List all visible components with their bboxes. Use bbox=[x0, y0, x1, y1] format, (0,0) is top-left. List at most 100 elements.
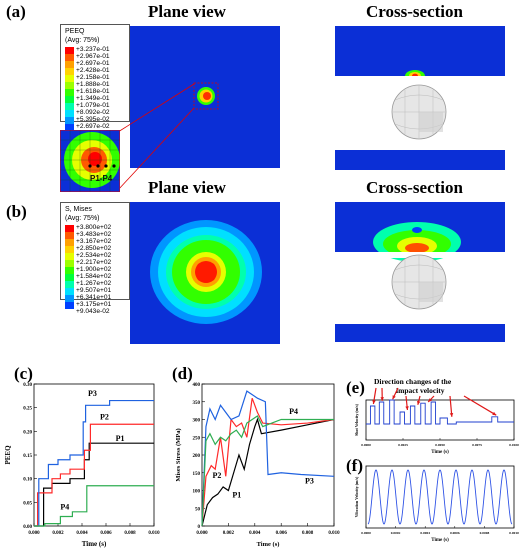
arrowhead bbox=[416, 400, 421, 405]
y-tick-label: 150 bbox=[193, 472, 201, 477]
x-tick-label: 0.0006 bbox=[450, 531, 460, 535]
x-tick-label: 0.006 bbox=[276, 531, 288, 536]
arrowhead bbox=[428, 398, 432, 402]
panel-label-c: (c) bbox=[14, 364, 33, 383]
plane-view-a bbox=[130, 26, 280, 168]
series-label-p2: P2 bbox=[100, 413, 109, 422]
panel-label-e: (e) bbox=[346, 378, 365, 397]
x-tick-label: 0.0000 bbox=[361, 531, 371, 535]
legend-value: +2.534e+02 bbox=[76, 252, 112, 259]
y-tick-label: 0.00 bbox=[23, 525, 32, 530]
arrowhead bbox=[449, 413, 454, 417]
zoom-connector-lines bbox=[117, 83, 195, 191]
legend-value: +3.800e+02 bbox=[76, 224, 112, 231]
y-tick-label: 0.30 bbox=[23, 383, 32, 388]
y-tick-label: 0.05 bbox=[23, 501, 32, 506]
legend-value: +5.395e-02 bbox=[76, 116, 110, 123]
plane-view-b bbox=[130, 202, 280, 344]
cross-section-b bbox=[335, 202, 505, 342]
y-axis-label: Mises Stress (MPa) bbox=[175, 428, 182, 481]
shot-sphere-a bbox=[391, 84, 447, 140]
velocity-line bbox=[366, 399, 514, 425]
chart-d-mises-stress: 0.000 0.002 0.004 0.006 0.008 0.010 0 50 100 150 2… bbox=[175, 383, 340, 548]
x-tick-label: 0.008 bbox=[124, 531, 136, 536]
legend-color-swatch bbox=[65, 75, 74, 82]
x-tick-label: 0.0050 bbox=[435, 443, 445, 447]
legend-value: +2.697e-02 bbox=[76, 123, 110, 130]
y-tick-label: 50 bbox=[195, 507, 201, 512]
legend-value: +3.167e+02 bbox=[76, 238, 112, 245]
legend-color-swatch bbox=[65, 281, 74, 288]
x-tick-label: 0.000 bbox=[28, 531, 40, 536]
x-tick-label: 0.0004 bbox=[420, 531, 430, 535]
arrowhead bbox=[392, 395, 396, 400]
legend-color-swatch bbox=[65, 82, 74, 89]
x-axis-label: Time (s) bbox=[257, 541, 280, 548]
x-tick-label: 0.010 bbox=[328, 531, 340, 536]
x-tick-label: 0.000 bbox=[196, 531, 208, 536]
y-axis-label: PEEQ bbox=[4, 445, 12, 465]
series-label-p1: P1 bbox=[116, 434, 125, 443]
legend-color-swatch bbox=[65, 246, 74, 253]
legend-mises-colorbar bbox=[65, 225, 74, 309]
arrowhead bbox=[372, 400, 376, 404]
legend-mises-avg: (Avg: 75%) bbox=[65, 215, 100, 222]
cross-section-title-a: Cross-section bbox=[366, 2, 463, 21]
x-axis-label: Time (s) bbox=[82, 540, 107, 548]
y-tick-label: 0.25 bbox=[23, 407, 32, 412]
legend-color-swatch bbox=[65, 239, 74, 246]
legend-value: +2.967e-01 bbox=[76, 53, 110, 60]
legend-color-swatch bbox=[65, 54, 74, 61]
legend-color-swatch bbox=[65, 267, 74, 274]
annotation-arrow bbox=[463, 395, 497, 416]
legend-color-swatch bbox=[65, 89, 74, 96]
plot-frame bbox=[365, 465, 515, 529]
legend-color-swatch bbox=[65, 103, 74, 110]
legend-color-swatch bbox=[65, 274, 74, 281]
y-tick-label: 250 bbox=[193, 436, 201, 441]
legend-value: +1.584e+02 bbox=[76, 273, 112, 280]
legend-value: +3.237e-01 bbox=[76, 46, 110, 53]
arrowhead bbox=[492, 411, 497, 416]
y-tick-label: 0.20 bbox=[23, 430, 32, 435]
chart-f-vibration-velocity: 0.0000 0.0002 0.0004 0.0006 0.0008 0.0010 Time… bbox=[354, 465, 519, 543]
legend-mises: S, Mises (Avg: 75%) +3.800e+02 +3.483e+02… bbox=[60, 202, 130, 315]
legend-mises-values: +3.800e+02 +3.483e+02 +3.167e+02 +2.850e+02… bbox=[76, 224, 111, 315]
series-line-p1 bbox=[34, 442, 154, 527]
annotation-line-1: Direction changes of the bbox=[374, 377, 452, 386]
legend-value: +9.507e+01 bbox=[76, 287, 112, 294]
legend-color-swatch bbox=[65, 288, 74, 295]
legend-value: +6.341e+01 bbox=[76, 294, 112, 301]
legend-peeq-name: PEEQ bbox=[65, 28, 85, 35]
legend-value: +2.158e-01 bbox=[76, 74, 110, 81]
series-line-p2 bbox=[201, 397, 335, 527]
legend-color-swatch bbox=[65, 295, 74, 302]
legend-color-swatch bbox=[65, 232, 74, 239]
legend-value: +2.697e-01 bbox=[76, 60, 110, 67]
x-tick-label: 0.010 bbox=[148, 531, 160, 536]
shot-sphere-b bbox=[391, 254, 447, 310]
legend-value: +2.217e+02 bbox=[76, 259, 112, 266]
annotation-line-2: impact velocity bbox=[396, 386, 445, 395]
series-line-p4 bbox=[34, 485, 154, 527]
legend-color-swatch bbox=[65, 225, 74, 232]
legend-peeq: PEEQ (Avg: 75%) +3.237e-01 +2.967e-01 +2.6… bbox=[60, 24, 130, 137]
legend-value: +1.349e-01 bbox=[76, 95, 110, 102]
legend-color-swatch bbox=[65, 68, 74, 75]
cross-section-a bbox=[335, 26, 505, 170]
y-tick-label: 0.10 bbox=[23, 478, 32, 483]
legend-color-swatch bbox=[65, 260, 74, 267]
x-tick-label: 0.0075 bbox=[472, 443, 482, 447]
legend-color-swatch bbox=[65, 117, 74, 124]
legend-value: +3.175e+01 bbox=[76, 301, 112, 308]
series-label-p3: P3 bbox=[88, 389, 97, 398]
zoom-inset bbox=[60, 130, 120, 192]
y-tick-label: 0.15 bbox=[23, 454, 32, 459]
x-tick-label: 0.008 bbox=[302, 531, 314, 536]
panel-label-a: (a) bbox=[6, 2, 26, 21]
legend-value: +1.267e+02 bbox=[76, 280, 112, 287]
x-tick-label: 0.004 bbox=[76, 531, 88, 536]
series-label-p4: P4 bbox=[60, 502, 69, 511]
legend-color-swatch bbox=[65, 61, 74, 68]
y-tick-label: 0 bbox=[198, 525, 201, 530]
